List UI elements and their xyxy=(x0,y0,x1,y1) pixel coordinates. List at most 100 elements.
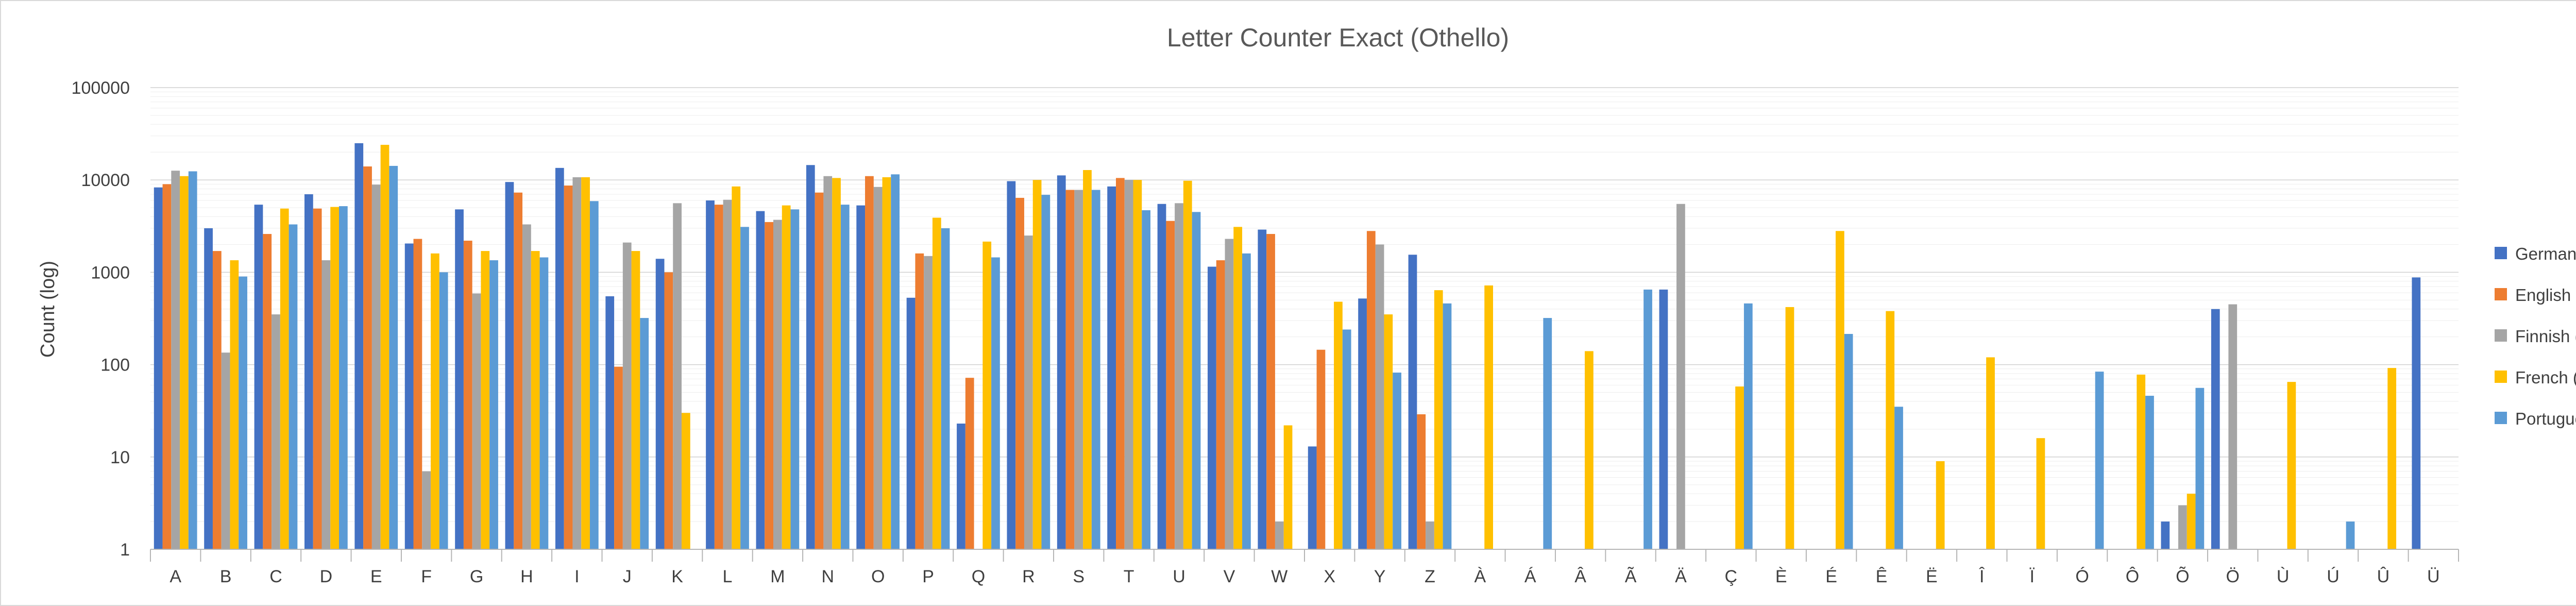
x-tick-label: Ï xyxy=(2029,567,2035,586)
x-tick-label: N xyxy=(822,567,835,586)
bar xyxy=(622,242,632,549)
bar xyxy=(1208,266,1216,549)
bar xyxy=(212,251,222,550)
legend-swatch xyxy=(2495,288,2507,300)
bar xyxy=(2211,309,2220,549)
x-tick-label: Y xyxy=(1374,567,1386,586)
bar xyxy=(321,260,331,549)
x-tick-label: A xyxy=(170,567,181,586)
bar xyxy=(856,205,866,550)
bar xyxy=(1233,227,1243,549)
bar xyxy=(1024,235,1033,550)
bar xyxy=(840,205,850,549)
bar xyxy=(1743,303,1753,549)
bar xyxy=(723,199,732,549)
bar xyxy=(1735,386,1744,549)
y-tick-label: 100 xyxy=(100,356,130,375)
bar xyxy=(481,251,490,550)
bar xyxy=(522,224,531,549)
bar xyxy=(2195,388,2205,549)
x-tick-label: Û xyxy=(2377,567,2390,586)
bar xyxy=(1065,190,1075,550)
x-tick-label: S xyxy=(1073,567,1084,586)
legend-label: Portuguese (PT) xyxy=(2515,409,2576,428)
bar xyxy=(655,259,665,549)
bar xyxy=(254,205,263,549)
y-tick-label: 10000 xyxy=(81,171,130,190)
bar xyxy=(782,205,791,550)
bar xyxy=(714,205,723,549)
bar xyxy=(154,187,163,550)
bar xyxy=(1585,351,1594,549)
bar xyxy=(188,171,197,549)
bar xyxy=(539,257,549,549)
x-tick-label: Z xyxy=(1425,567,1435,586)
bar xyxy=(1886,311,1895,549)
bars xyxy=(154,143,2421,550)
bar xyxy=(338,206,348,550)
bar xyxy=(472,293,481,549)
bar xyxy=(171,171,180,549)
x-tick-label: Ç xyxy=(1725,567,1738,586)
x-tick-label: T xyxy=(1124,567,1134,586)
x-tick-label: Ó xyxy=(2075,567,2089,586)
bar xyxy=(572,177,582,549)
bar xyxy=(531,251,540,550)
bar xyxy=(1032,180,1042,549)
x-tick-label: Î xyxy=(1979,567,1985,586)
x-tick-label: V xyxy=(1224,567,1235,586)
bar xyxy=(371,184,381,550)
x-tick-label: M xyxy=(770,567,785,586)
bar xyxy=(162,184,172,549)
bar xyxy=(1216,260,1225,549)
bar xyxy=(732,186,741,549)
x-tick-label: C xyxy=(269,567,282,586)
bar xyxy=(289,224,298,549)
bar xyxy=(1676,204,1685,549)
legend-swatch xyxy=(2495,329,2507,342)
bar xyxy=(581,177,590,549)
bar xyxy=(1133,180,1142,549)
bar xyxy=(2346,521,2355,549)
bar xyxy=(505,182,514,550)
bar xyxy=(1408,255,1417,549)
bar xyxy=(380,145,389,549)
x-tick-label: K xyxy=(671,567,683,586)
bar xyxy=(2187,494,2196,549)
bar xyxy=(1393,373,1401,549)
bar xyxy=(790,209,800,550)
bar xyxy=(932,217,941,550)
bar xyxy=(1543,318,1552,549)
bar xyxy=(221,352,230,549)
x-tick-label: D xyxy=(320,567,333,586)
bar xyxy=(924,256,933,549)
x-tick-label: Ú xyxy=(2327,567,2340,586)
x-tick-label: Ù xyxy=(2277,567,2290,586)
x-tick-label: U xyxy=(1173,567,1185,586)
x-tick-label: Ë xyxy=(1926,567,1938,586)
bar xyxy=(631,251,640,550)
bar xyxy=(2095,372,2104,549)
x-tick-label: É xyxy=(1825,567,1837,586)
bar xyxy=(605,296,615,549)
x-tick-label: B xyxy=(220,567,232,586)
bar xyxy=(1057,175,1066,549)
bar xyxy=(413,239,422,549)
bar xyxy=(589,201,599,549)
bar xyxy=(1316,349,1326,549)
bar xyxy=(673,203,682,549)
x-tick-label: X xyxy=(1324,567,1335,586)
bar xyxy=(873,187,883,549)
x-tick-label: O xyxy=(871,567,885,586)
legend: German (DE) English (EN) Finnish (FI) Frenc… xyxy=(2495,244,2576,428)
x-tick-label: E xyxy=(370,567,382,586)
x-tick-label: Ê xyxy=(1876,567,1888,586)
x-tick-label: J xyxy=(623,567,632,586)
bar xyxy=(389,165,398,550)
bar xyxy=(272,314,280,549)
bar xyxy=(1894,407,1903,549)
x-tick-label: Ã xyxy=(1625,567,1637,586)
bar xyxy=(1175,203,1183,549)
bar xyxy=(1342,329,1351,549)
